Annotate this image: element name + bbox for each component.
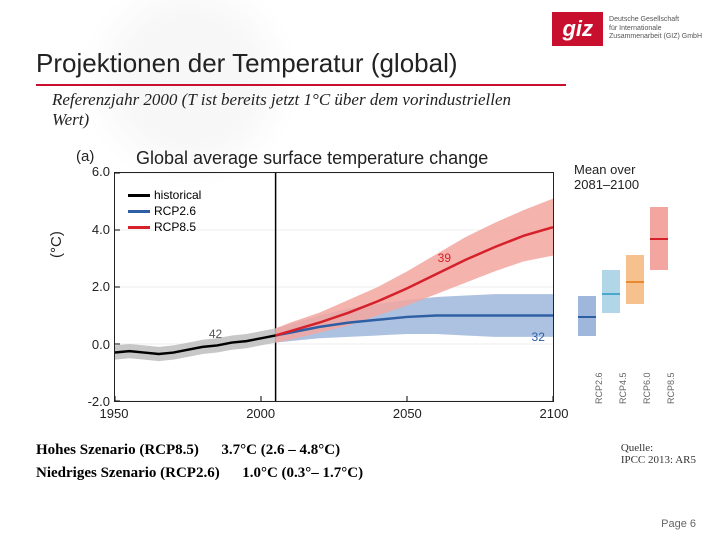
range-bar <box>602 270 620 313</box>
range-bar <box>650 207 668 270</box>
x-tick: 1950 <box>94 406 134 421</box>
y-tick: 0.0 <box>80 337 110 352</box>
page-title: Projektionen der Temperatur (global) <box>36 48 458 79</box>
scenario-low: Niedriges Szenario (RCP2.6) 1.0°C (0.3°–… <box>36 465 686 482</box>
series-count-label: 32 <box>532 330 545 344</box>
y-axis-label: (°C) <box>48 231 65 258</box>
source-text: IPCC 2013: AR5 <box>621 454 696 466</box>
y-tick: 6.0 <box>80 164 110 179</box>
y-tick: 2.0 <box>80 279 110 294</box>
scenario-high: Hohes Szenario (RCP8.5) 3.7°C (2.6 – 4.8… <box>36 442 686 459</box>
y-tick: 4.0 <box>80 222 110 237</box>
x-tick: 2100 <box>534 406 574 421</box>
legend-item: RCP2.6 <box>128 204 201 218</box>
legend: historical RCP2.6 RCP8.5 <box>128 188 201 236</box>
range-bar-label: RCP2.6 <box>594 372 604 404</box>
x-tick: 2050 <box>387 406 427 421</box>
legend-item: RCP8.5 <box>128 220 201 234</box>
x-tick: 2000 <box>241 406 281 421</box>
scenario-low-label: Niedriges Szenario (RCP2.6) <box>36 465 220 481</box>
scenario-high-value: 3.7°C (2.6 – 4.8°C) <box>221 442 340 458</box>
page-number: Page 6 <box>661 518 696 530</box>
series-count-label: 39 <box>438 251 451 265</box>
mean-period-label: Mean over 2081–2100 <box>574 162 664 192</box>
scenario-low-value: 1.0°C (0.3°– 1.7°C) <box>242 465 363 481</box>
range-bar-label: RCP8.5 <box>666 372 676 404</box>
range-bar-label: RCP4.5 <box>618 372 628 404</box>
range-bar <box>626 255 644 304</box>
header-logo: giz Deutsche Gesellschaft für Internatio… <box>552 12 702 46</box>
logo-mark: giz <box>552 12 603 46</box>
subtitle: Referenzjahr 2000 (T ist bereits jetzt 1… <box>52 90 532 130</box>
legend-item: historical <box>128 188 201 202</box>
panel-label: (a) <box>76 148 94 165</box>
source-citation: Quelle: IPCC 2013: AR5 <box>621 442 696 466</box>
series-count-label: 42 <box>209 327 222 341</box>
source-label: Quelle: <box>621 442 696 454</box>
scenario-summary: Hohes Szenario (RCP8.5) 3.7°C (2.6 – 4.8… <box>36 442 686 488</box>
range-bar-label: RCP6.0 <box>642 372 652 404</box>
scenario-high-label: Hohes Szenario (RCP8.5) <box>36 442 199 458</box>
logo-tagline: Deutsche Gesellschaft für Internationale… <box>609 16 702 41</box>
title-underline <box>36 84 566 86</box>
chart-title: Global average surface temperature chang… <box>136 148 488 169</box>
range-bars-panel: RCP2.6 RCP4.5 RCP6.0 RCP8.5 <box>574 206 684 406</box>
chart-container: (a) Global average surface temperature c… <box>36 148 686 428</box>
range-bar <box>578 296 596 336</box>
